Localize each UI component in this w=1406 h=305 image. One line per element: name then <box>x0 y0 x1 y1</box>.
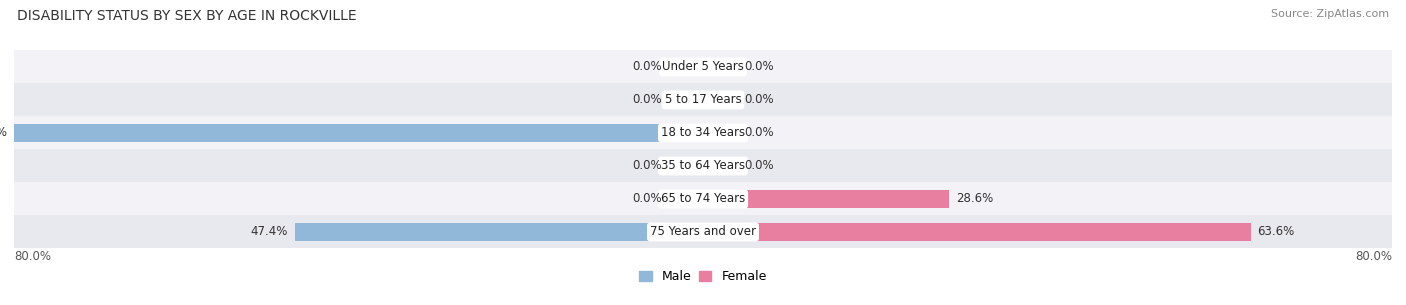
Text: 0.0%: 0.0% <box>744 127 773 139</box>
Text: 80.0%: 80.0% <box>14 250 51 263</box>
Text: 0.0%: 0.0% <box>633 192 662 206</box>
Bar <box>703 223 1251 241</box>
Text: 80.0%: 80.0% <box>0 127 7 139</box>
Bar <box>14 124 703 142</box>
Bar <box>669 58 703 76</box>
Bar <box>14 215 1392 249</box>
Text: 18 to 34 Years: 18 to 34 Years <box>661 127 745 139</box>
Text: 28.6%: 28.6% <box>956 192 994 206</box>
Text: 35 to 64 Years: 35 to 64 Years <box>661 160 745 172</box>
Text: 0.0%: 0.0% <box>744 160 773 172</box>
Text: DISABILITY STATUS BY SEX BY AGE IN ROCKVILLE: DISABILITY STATUS BY SEX BY AGE IN ROCKV… <box>17 9 357 23</box>
Bar <box>703 92 738 109</box>
Bar <box>14 117 1392 149</box>
Text: 63.6%: 63.6% <box>1257 225 1295 239</box>
Text: 80.0%: 80.0% <box>1355 250 1392 263</box>
Text: 0.0%: 0.0% <box>744 93 773 106</box>
Bar <box>669 190 703 207</box>
Bar <box>14 149 1392 182</box>
Bar <box>669 157 703 174</box>
Text: 0.0%: 0.0% <box>633 93 662 106</box>
Text: Under 5 Years: Under 5 Years <box>662 60 744 74</box>
Text: 0.0%: 0.0% <box>633 160 662 172</box>
Text: 0.0%: 0.0% <box>744 60 773 74</box>
Bar <box>669 92 703 109</box>
Text: 75 Years and over: 75 Years and over <box>650 225 756 239</box>
Bar <box>703 190 949 207</box>
Legend: Male, Female: Male, Female <box>634 265 772 288</box>
Text: 0.0%: 0.0% <box>633 60 662 74</box>
Bar <box>295 223 703 241</box>
Bar <box>703 124 738 142</box>
Bar <box>703 157 738 174</box>
Bar <box>14 182 1392 215</box>
Text: 47.4%: 47.4% <box>250 225 288 239</box>
Bar <box>14 84 1392 117</box>
Text: Source: ZipAtlas.com: Source: ZipAtlas.com <box>1271 9 1389 19</box>
Text: 5 to 17 Years: 5 to 17 Years <box>665 93 741 106</box>
Text: 65 to 74 Years: 65 to 74 Years <box>661 192 745 206</box>
Bar <box>14 50 1392 84</box>
Bar <box>703 58 738 76</box>
